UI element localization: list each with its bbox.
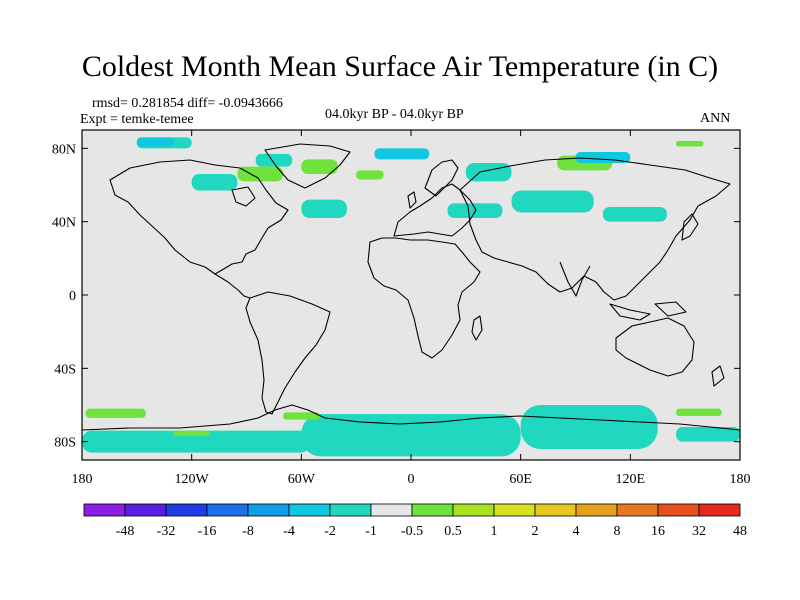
colorbar-swatch bbox=[534, 503, 577, 517]
colorbar-swatch bbox=[493, 503, 536, 517]
colorbar-label: -1 bbox=[365, 524, 377, 539]
anomaly-region bbox=[301, 199, 348, 218]
anomaly-region bbox=[676, 141, 704, 147]
lat-tick-label: 40S bbox=[54, 362, 76, 377]
anomaly-region bbox=[283, 412, 320, 420]
map-title: Coldest Month Mean Surface Air Temperatu… bbox=[81, 50, 719, 83]
colorbar-swatch bbox=[247, 503, 290, 517]
lon-tick-label: 120W bbox=[175, 472, 210, 487]
lat-tick-label: 0 bbox=[69, 289, 76, 304]
experiment-text: Expt = temke-temee bbox=[80, 112, 194, 127]
anomaly-region bbox=[301, 414, 521, 457]
colorbar: -48 -32 -16 -8 -4 -2 -1 -0.5 0.5 1 2 4 8 16 32 48 bbox=[83, 503, 747, 539]
anomaly-regions bbox=[82, 137, 740, 457]
colorbar-label: 16 bbox=[651, 524, 665, 539]
axis-ticks: 80N 40N 0 40S 80S 180 120W 60W 0 60E 120E 180 bbox=[52, 130, 751, 487]
anomaly-region bbox=[356, 170, 384, 180]
anomaly-region bbox=[82, 430, 311, 453]
colorbar-label: 2 bbox=[532, 524, 539, 539]
colorbar-label: -16 bbox=[198, 524, 217, 539]
anomaly-region bbox=[237, 166, 284, 182]
colorbar-swatch bbox=[370, 503, 413, 517]
colorbar-label: 8 bbox=[614, 524, 621, 539]
lon-tick-label: 60W bbox=[288, 472, 316, 487]
colorbar-swatch bbox=[206, 503, 249, 517]
colorbar-swatch bbox=[575, 503, 618, 517]
lat-tick-label: 80S bbox=[54, 436, 76, 451]
map-plot-area bbox=[81, 129, 741, 461]
lon-tick-label: 120E bbox=[616, 472, 646, 487]
colorbar-label: -0.5 bbox=[401, 524, 423, 539]
colorbar-label: 32 bbox=[692, 524, 706, 539]
colorbar-label: -48 bbox=[116, 524, 135, 539]
lat-tick-label: 80N bbox=[52, 142, 76, 157]
anomaly-region bbox=[301, 159, 338, 174]
colorbar-label: -32 bbox=[157, 524, 176, 539]
coastlines bbox=[81, 143, 741, 431]
lon-tick-label: 180 bbox=[730, 472, 751, 487]
anomaly-region bbox=[85, 408, 146, 418]
anomaly-region bbox=[374, 148, 430, 160]
colorbar-label: 0.5 bbox=[444, 524, 462, 539]
anomaly-region bbox=[136, 137, 174, 147]
colorbar-swatch bbox=[657, 503, 700, 517]
lon-tick-label: 60E bbox=[509, 472, 532, 487]
colorbar-label: -8 bbox=[242, 524, 254, 539]
colorbar-swatch bbox=[411, 503, 454, 517]
lon-tick-label: 180 bbox=[72, 472, 93, 487]
colorbar-label: 1 bbox=[491, 524, 498, 539]
colorbar-label: 4 bbox=[573, 524, 580, 539]
lat-tick-label: 40N bbox=[52, 216, 76, 231]
colorbar-swatch bbox=[165, 503, 208, 517]
anomaly-region bbox=[173, 430, 210, 437]
anomaly-region bbox=[676, 427, 740, 442]
anomaly-region bbox=[255, 153, 293, 167]
season-text: ANN bbox=[700, 111, 731, 126]
period-text: 04.0kyr BP - 04.0kyr BP bbox=[325, 107, 464, 122]
colorbar-swatch bbox=[452, 503, 495, 517]
colorbar-swatch bbox=[124, 503, 167, 517]
colorbar-swatch bbox=[616, 503, 659, 517]
anomaly-region bbox=[602, 207, 667, 222]
colorbar-label: -2 bbox=[324, 524, 336, 539]
colorbar-swatch bbox=[329, 503, 372, 517]
colorbar-swatch bbox=[83, 503, 126, 517]
colorbar-swatch bbox=[288, 503, 331, 517]
rmsd-diff-text: rmsd= 0.281854 diff= -0.0943666 bbox=[92, 96, 283, 111]
anomaly-region bbox=[676, 408, 722, 416]
colorbar-swatch bbox=[698, 503, 741, 517]
colorbar-label: -4 bbox=[283, 524, 295, 539]
lon-tick-label: 0 bbox=[408, 472, 415, 487]
anomaly-region bbox=[511, 190, 594, 213]
colorbar-label: 48 bbox=[733, 524, 747, 539]
anomaly-region bbox=[191, 174, 238, 191]
anomaly-region bbox=[520, 405, 658, 449]
